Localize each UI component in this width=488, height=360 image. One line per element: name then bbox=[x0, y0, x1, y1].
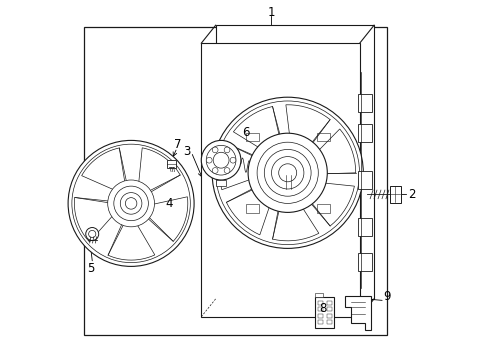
Text: 9: 9 bbox=[382, 291, 389, 303]
Circle shape bbox=[212, 168, 218, 174]
Bar bbox=[326, 314, 331, 318]
Circle shape bbox=[120, 193, 142, 214]
Bar bbox=[318, 307, 322, 311]
Bar bbox=[314, 293, 322, 297]
Circle shape bbox=[264, 149, 310, 196]
Polygon shape bbox=[345, 296, 370, 330]
Circle shape bbox=[68, 140, 194, 266]
Bar bbox=[326, 320, 331, 324]
Circle shape bbox=[212, 147, 218, 153]
Bar bbox=[318, 301, 322, 305]
Circle shape bbox=[224, 168, 229, 174]
Bar bbox=[215, 25, 373, 299]
Circle shape bbox=[224, 147, 229, 153]
Circle shape bbox=[125, 198, 137, 209]
Bar bbox=[245, 133, 258, 141]
Circle shape bbox=[278, 164, 296, 182]
Bar bbox=[245, 204, 258, 213]
FancyBboxPatch shape bbox=[389, 186, 400, 203]
FancyBboxPatch shape bbox=[167, 160, 176, 168]
Text: 2: 2 bbox=[407, 188, 415, 201]
Text: 8: 8 bbox=[319, 302, 326, 315]
Bar bbox=[357, 217, 371, 235]
Bar bbox=[326, 307, 331, 311]
Bar bbox=[357, 125, 371, 143]
Circle shape bbox=[201, 140, 241, 180]
Circle shape bbox=[271, 157, 303, 189]
Bar bbox=[318, 320, 322, 324]
Bar bbox=[316, 204, 329, 213]
Circle shape bbox=[206, 157, 212, 163]
Bar bbox=[326, 301, 331, 305]
Circle shape bbox=[212, 97, 363, 248]
Bar bbox=[84, 27, 386, 335]
Bar bbox=[316, 133, 329, 141]
Circle shape bbox=[247, 133, 326, 212]
Circle shape bbox=[114, 186, 148, 221]
Bar bbox=[357, 171, 371, 189]
Text: 3: 3 bbox=[183, 145, 190, 158]
Circle shape bbox=[257, 142, 318, 203]
Bar bbox=[318, 314, 322, 318]
Bar bbox=[201, 43, 359, 317]
Circle shape bbox=[230, 157, 235, 163]
Bar bbox=[280, 175, 296, 189]
Bar bbox=[357, 94, 371, 112]
Circle shape bbox=[85, 228, 99, 240]
Text: 1: 1 bbox=[267, 6, 275, 19]
Text: 6: 6 bbox=[242, 126, 249, 139]
Text: 4: 4 bbox=[165, 197, 173, 210]
Bar bbox=[357, 253, 371, 271]
Bar bbox=[215, 180, 226, 186]
Circle shape bbox=[107, 180, 154, 227]
Bar bbox=[314, 297, 334, 328]
Text: 5: 5 bbox=[86, 262, 94, 275]
Text: 7: 7 bbox=[174, 138, 181, 151]
